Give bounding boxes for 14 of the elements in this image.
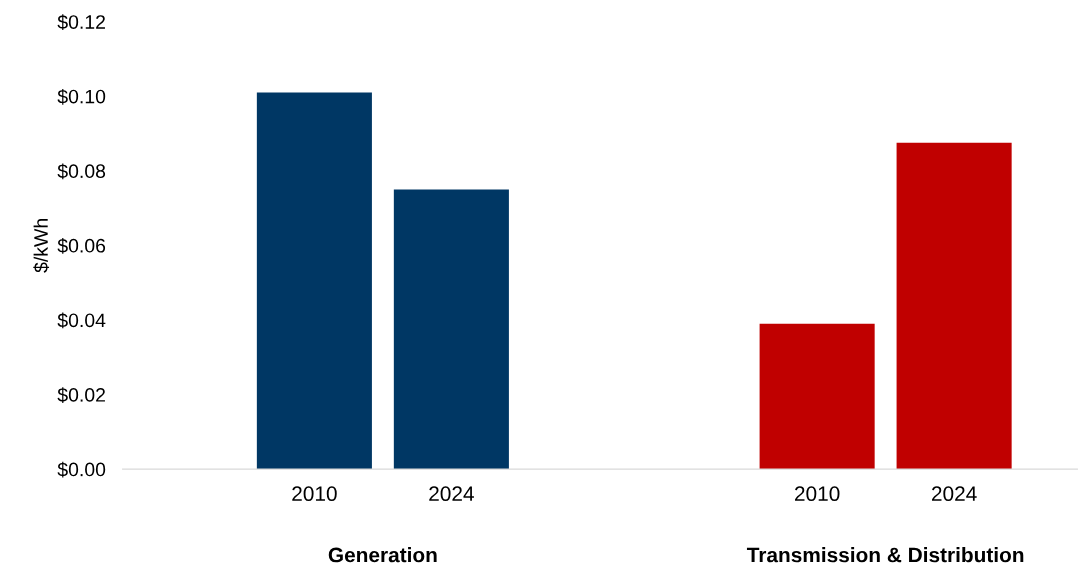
y-tick-label: $0.12 — [57, 14, 105, 31]
y-tick-label: $0.08 — [57, 163, 106, 180]
y-tick-label: $0.10 — [57, 88, 106, 105]
y-tick-label: $0.06 — [57, 238, 106, 254]
text: Transmission & Distribution — [746, 547, 1024, 563]
y-tick-label: $0.00 — [57, 461, 106, 478]
x-tick-label: 2024 — [429, 486, 474, 502]
y-axis-title: $/kWh — [33, 219, 50, 273]
y-tick-label: $0.04 — [57, 312, 106, 329]
x-tick-label: 2010 — [292, 486, 337, 502]
text: Generation — [328, 547, 437, 563]
x-tick-label: 2024 — [931, 486, 977, 502]
y-tick-label: $0.02 — [57, 387, 105, 403]
x-tick-label: 2010 — [795, 486, 840, 502]
